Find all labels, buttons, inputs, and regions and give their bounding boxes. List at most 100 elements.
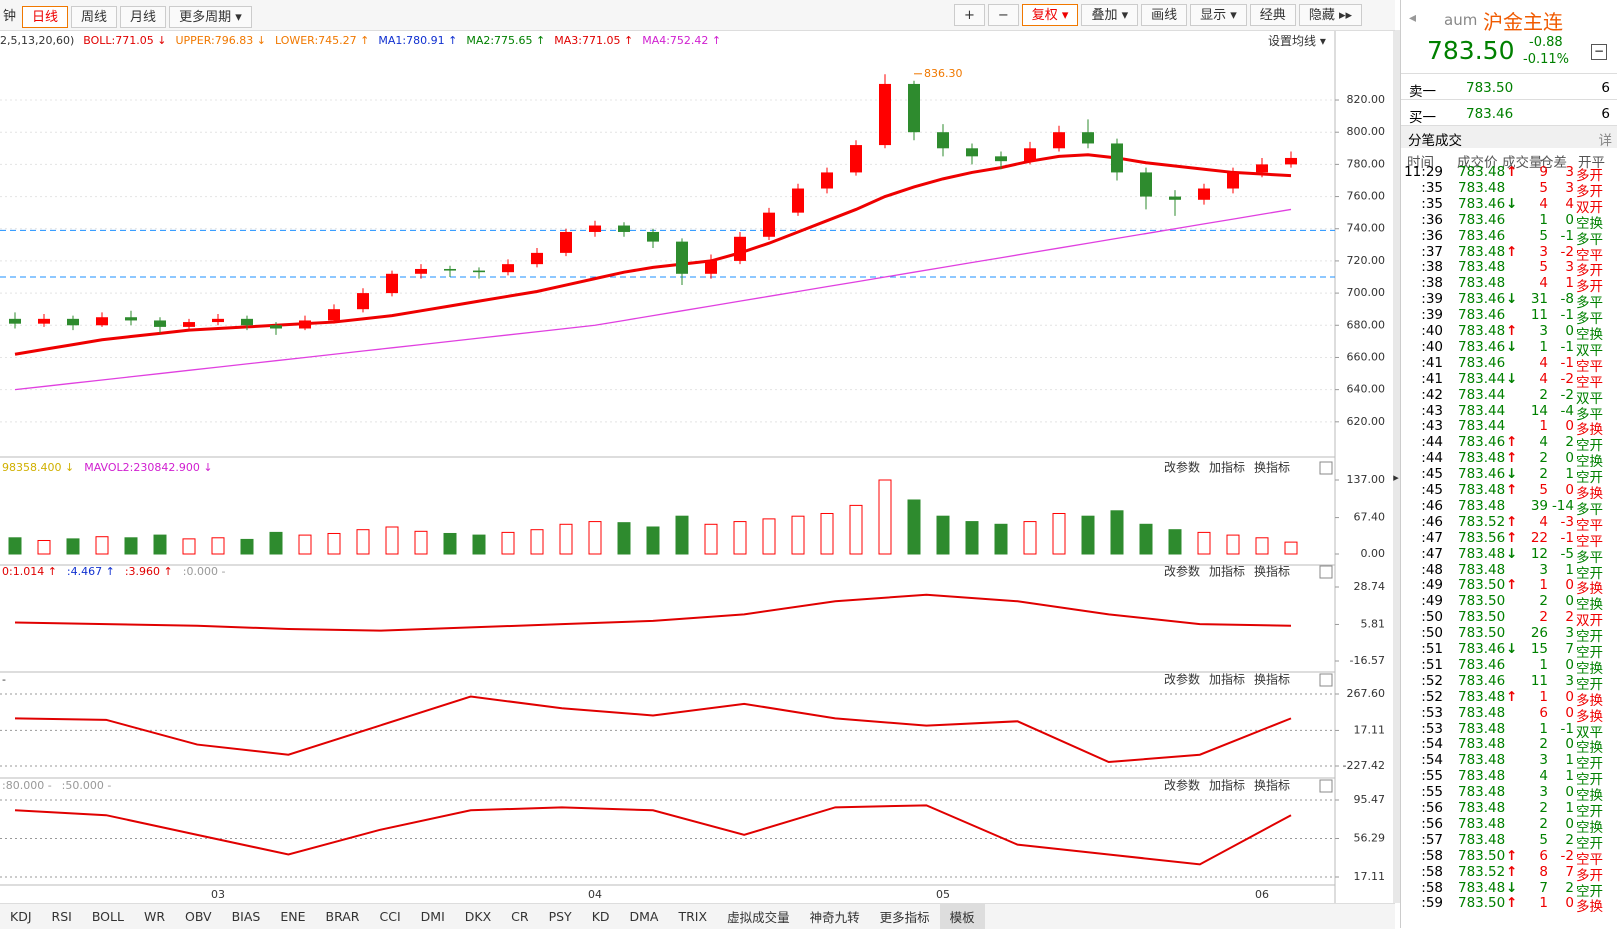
y-tick-label: -227.42 xyxy=(1343,759,1385,772)
trade-time: :47 xyxy=(1421,545,1443,562)
panel-button[interactable]: 换指标 xyxy=(1254,460,1290,475)
trade-volume: 3 xyxy=(1539,784,1548,801)
trade-type: 空平 xyxy=(1576,247,1603,264)
indicator-tab[interactable]: ENE xyxy=(280,909,306,924)
trade-type: 空开 xyxy=(1576,804,1603,820)
panel-close xyxy=(1319,565,1333,579)
indicator-tab[interactable]: BIAS xyxy=(231,909,261,924)
trade-volume: 3 xyxy=(1539,243,1548,260)
tool-button[interactable]: 显示 ▾ xyxy=(1190,4,1247,26)
indicator-tab[interactable]: CR xyxy=(511,909,529,924)
indicator-tab[interactable]: 神奇九转 xyxy=(809,910,860,925)
trade-oi: -2 xyxy=(1560,386,1574,403)
trade-price: 783.48 xyxy=(1458,879,1506,896)
candle-body xyxy=(1227,172,1239,189)
trade-volume: 2 xyxy=(1539,800,1548,816)
indicator-tab[interactable]: PSY xyxy=(548,909,572,924)
trade-oi: -2 xyxy=(1560,847,1574,864)
trade-time: :36 xyxy=(1421,227,1443,244)
candle-body xyxy=(38,318,50,324)
indicator-tab[interactable]: OBV xyxy=(185,909,212,924)
indicator-tab[interactable]: DMI xyxy=(420,909,445,924)
tool-button[interactable]: + xyxy=(953,4,985,26)
indicator-tab[interactable]: TRIX xyxy=(678,909,708,924)
trade-volume: 1 xyxy=(1539,688,1548,705)
trade-volume: 6 xyxy=(1539,847,1548,864)
ma-line xyxy=(14,208,1292,391)
indicator-tab[interactable]: CCI xyxy=(379,909,401,924)
candle-body xyxy=(473,270,485,273)
indicator-tab[interactable]: 虚拟成交量 xyxy=(727,910,790,925)
period-tab[interactable]: 周线 xyxy=(71,6,118,28)
trade-time: :39 xyxy=(1421,307,1443,324)
tool-button[interactable]: 画线 xyxy=(1141,4,1188,26)
period-tab[interactable]: 更多周期 ▾ xyxy=(169,6,252,28)
period-tab[interactable]: 日线 xyxy=(22,6,69,28)
candle-body xyxy=(647,231,659,242)
trades-header: 开平 xyxy=(1578,155,1605,171)
tool-button[interactable]: 经典 xyxy=(1249,4,1296,26)
indicator-tab[interactable]: 更多指标 xyxy=(879,910,930,925)
tool-buttons: + − 复权 ▾ 叠加 ▾ 画线 显示 ▾ 经典 隐藏 ▸▸ xyxy=(953,4,1365,26)
trade-volume: 8 xyxy=(1539,863,1548,880)
indicator-tab[interactable]: KDJ xyxy=(10,909,32,924)
trade-price: 783.46 xyxy=(1458,195,1506,212)
panel-button[interactable]: 加指标 xyxy=(1209,460,1245,475)
trade-oi: 0 xyxy=(1565,895,1574,912)
panel-button[interactable]: 改参数 xyxy=(1164,460,1200,475)
book-label: 买一 xyxy=(1409,110,1436,126)
indicator-tab[interactable]: KD xyxy=(591,909,610,924)
book-price: 783.46 xyxy=(1466,106,1514,122)
trade-time: :53 xyxy=(1421,704,1443,721)
y-tick-label: 137.00 xyxy=(1347,473,1386,486)
indicator-tab[interactable]: BOLL xyxy=(91,909,124,924)
trade-volume: 1 xyxy=(1539,895,1548,912)
panel-button[interactable]: 改参数 xyxy=(1164,564,1200,579)
indicator-tab[interactable]: WR xyxy=(143,909,165,924)
trade-oi: 7 xyxy=(1565,863,1574,880)
trade-volume: 2 xyxy=(1539,386,1548,403)
panel-button[interactable]: 加指标 xyxy=(1209,564,1245,579)
trade-type: 多平 xyxy=(1576,295,1603,312)
volume-bar xyxy=(1197,531,1211,555)
legend-item: LOWER:745.27 ↑ xyxy=(274,33,370,47)
trade-arrow: ↓ xyxy=(1506,879,1518,896)
panel-button[interactable]: 改参数 xyxy=(1164,672,1200,687)
trade-volume: 5 xyxy=(1539,831,1548,848)
candle-body xyxy=(763,212,775,237)
indicator-tab[interactable]: BRAR xyxy=(325,909,360,924)
tool-button[interactable]: − xyxy=(987,4,1019,26)
trade-volume: 2 xyxy=(1539,609,1548,626)
tool-button[interactable]: 复权 ▾ xyxy=(1021,4,1079,26)
panel-button[interactable]: 换指标 xyxy=(1254,778,1290,793)
trade-oi: 3 xyxy=(1565,672,1574,689)
tool-button[interactable]: 叠加 ▾ xyxy=(1081,4,1139,26)
trade-oi: -2 xyxy=(1560,243,1574,260)
volume-bar xyxy=(1023,521,1037,555)
candle-body xyxy=(212,318,224,323)
trade-time: :40 xyxy=(1421,338,1443,355)
period-tab[interactable]: 月线 xyxy=(120,6,167,28)
candle-body xyxy=(1256,164,1268,173)
candle-body xyxy=(531,252,543,265)
indicator-tab[interactable]: DKX xyxy=(464,909,492,924)
tool-button[interactable]: 隐藏 ▸▸ xyxy=(1298,4,1362,26)
trade-volume: 11 xyxy=(1530,307,1548,324)
period-tab[interactable]: 钟 xyxy=(3,9,17,24)
panel-button[interactable]: 换指标 xyxy=(1254,672,1290,687)
panel-button[interactable]: 加指标 xyxy=(1209,672,1245,687)
indicator-tab[interactable]: 模板 xyxy=(939,904,985,929)
panel-button[interactable]: 加指标 xyxy=(1209,778,1245,793)
trade-oi: 4 xyxy=(1565,195,1574,212)
indicator-tab[interactable]: DMA xyxy=(629,909,659,924)
ma-settings[interactable]: 设置均线 ▾ xyxy=(1268,33,1326,48)
indicator-tab[interactable]: RSI xyxy=(51,909,72,924)
candle-body xyxy=(386,273,398,294)
panel-button[interactable]: 改参数 xyxy=(1164,778,1200,793)
change: -0.88 xyxy=(1529,35,1563,50)
trade-time: :51 xyxy=(1421,641,1443,657)
panel-button[interactable]: 换指标 xyxy=(1254,564,1290,579)
indicator-line xyxy=(14,804,1292,866)
trade-type: 空开 xyxy=(1576,629,1603,646)
trade-type: 空换 xyxy=(1576,788,1603,805)
